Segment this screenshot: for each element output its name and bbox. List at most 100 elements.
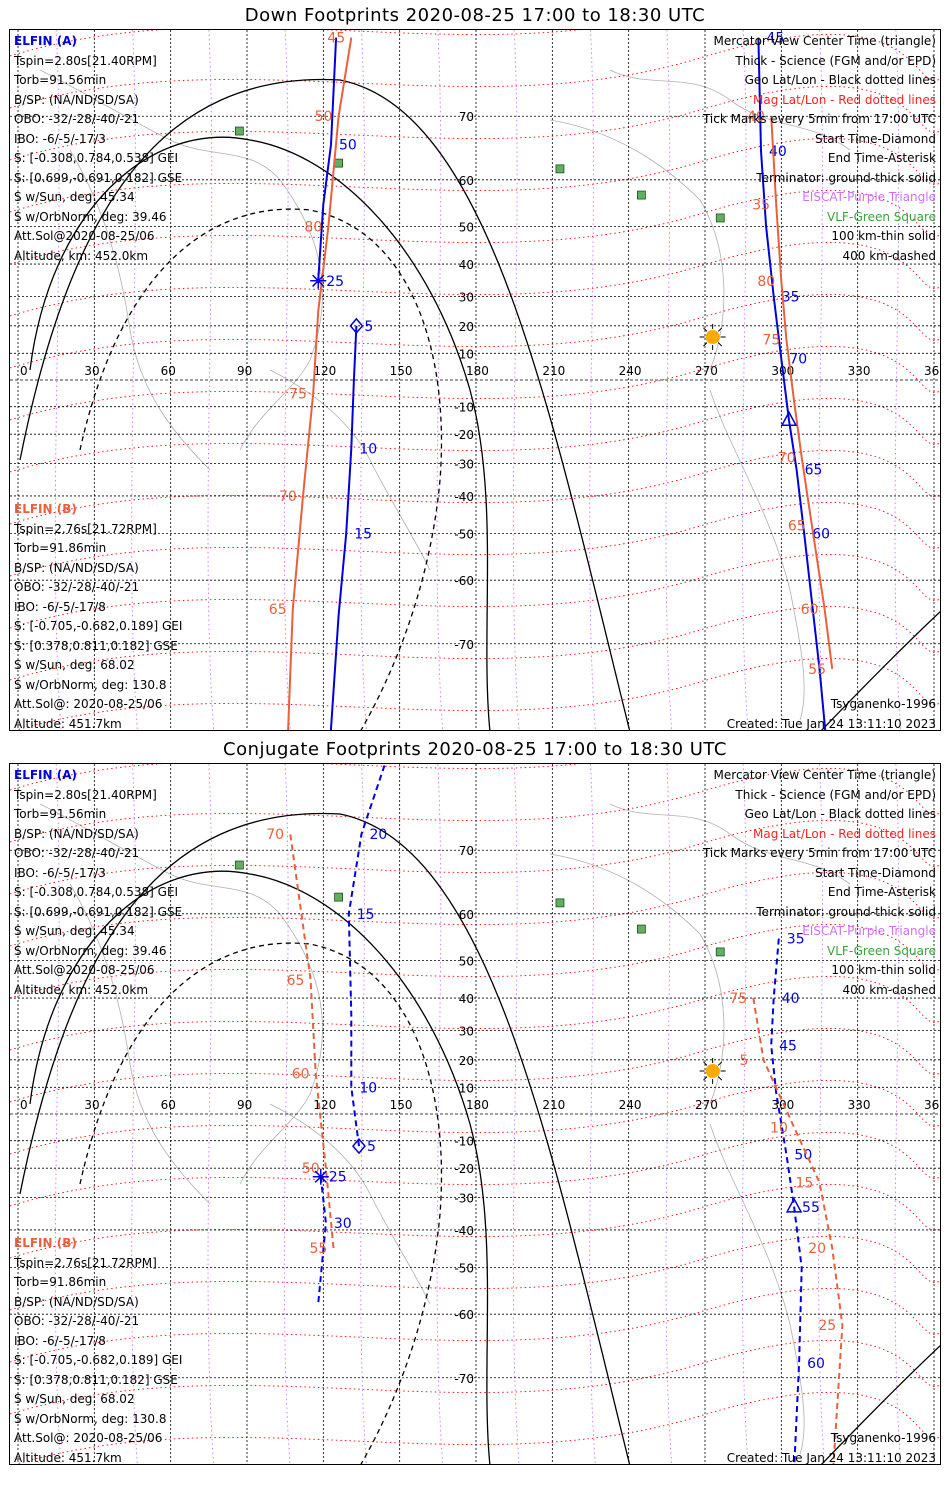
conj-legend-start-time: Start Time-Diamond bbox=[814, 865, 936, 880]
mag-meridian bbox=[283, 764, 291, 1464]
track-tick-label: 55 bbox=[808, 662, 826, 678]
elfin-b-track: 60 65 70 75 80 50 45 40 35 80 75 70 65 60 55 bbox=[269, 31, 834, 730]
vlf-square-icon bbox=[636, 190, 646, 200]
mag-lat-line bbox=[10, 605, 940, 681]
sun-ray bbox=[703, 342, 708, 347]
conj-elfin-a-tspin: Tspin=2.80s[21.40RPM] bbox=[14, 787, 157, 802]
coastline-segment bbox=[609, 803, 851, 885]
track-tick-label: 80 bbox=[757, 274, 775, 290]
lon-tick-label: 180 bbox=[466, 1098, 489, 1112]
elfin-a-altitude: Altitude, km: 452.0km bbox=[14, 248, 149, 263]
mag-lat-line bbox=[10, 345, 940, 421]
footer: Tsyganenko-1996 Created: Tue Jan 24 13:1… bbox=[727, 695, 936, 730]
mag-meridian bbox=[436, 764, 444, 1464]
footprint-track bbox=[752, 997, 844, 1464]
lon-tick-label: 90 bbox=[237, 364, 252, 378]
mag-lat-line bbox=[10, 1183, 940, 1259]
track-tick-label: 80 bbox=[304, 219, 322, 235]
terminator-100km bbox=[29, 136, 491, 730]
lon-tick-label: 30 bbox=[84, 1098, 99, 1112]
start-diamond-icon bbox=[351, 1137, 366, 1155]
track-tick-label: 70 bbox=[778, 450, 796, 466]
lon-tick-label: 180 bbox=[466, 364, 489, 378]
mag-meridian bbox=[741, 764, 749, 1464]
terminator-ground bbox=[19, 812, 631, 1464]
mag-lat-line bbox=[10, 871, 940, 947]
terminator-ground bbox=[19, 78, 631, 730]
lon-tick-label: 360 bbox=[924, 1098, 941, 1112]
mag-meridian bbox=[665, 30, 673, 730]
lat-tick-label: 50 bbox=[459, 220, 474, 234]
lat-tick-label: -60 bbox=[454, 574, 474, 588]
track-tick-label: 60 bbox=[292, 1067, 310, 1083]
asterisk-stroke bbox=[312, 274, 325, 287]
lon-tick-label: 60 bbox=[161, 364, 176, 378]
lat-tick-label: 70 bbox=[459, 110, 474, 124]
track-tick-label: 75 bbox=[729, 991, 747, 1007]
lon-tick-label: 330 bbox=[848, 364, 871, 378]
lon-tick-label: 120 bbox=[313, 1098, 336, 1112]
mag-meridian bbox=[360, 764, 367, 1464]
track-tick-label: 65 bbox=[802, 1463, 820, 1465]
elfin-b-s-orbnorm: S w/OrbNorm, deg: 130.8 bbox=[14, 677, 167, 692]
sun-disc bbox=[705, 329, 720, 344]
legend-vlf: VLF-Green Square bbox=[827, 209, 936, 224]
track-tick-label: 30 bbox=[334, 1216, 352, 1232]
track-tick-label: 15 bbox=[357, 907, 375, 923]
legend-mag-grid: Mag Lat/Lon - Red dotted lines bbox=[752, 92, 936, 107]
lat-tick-label: -30 bbox=[454, 457, 474, 471]
footprint-track bbox=[347, 764, 387, 1147]
vlf-square-icon bbox=[334, 158, 344, 168]
coastline-segment bbox=[69, 883, 211, 1205]
lat-tick-label: 20 bbox=[459, 320, 474, 334]
coastline-segment bbox=[69, 149, 211, 471]
lat-tick-label: 60 bbox=[459, 174, 474, 188]
legend-start-time: Start Time-Diamond bbox=[814, 131, 936, 146]
conj-legend-mag-grid: Mag Lat/Lon - Red dotted lines bbox=[752, 826, 936, 841]
mag-meridian bbox=[589, 764, 596, 1464]
lat-tick-label: 20 bbox=[459, 1054, 474, 1068]
track-tick-label: 55 bbox=[802, 1200, 820, 1216]
vlf-square-icon bbox=[555, 898, 565, 908]
conj-elfin-b-s-gse: S: [0.378,0.811,0.182] GSE bbox=[14, 1372, 178, 1387]
footprint-track bbox=[317, 37, 338, 281]
asterisk-stroke bbox=[314, 1170, 327, 1183]
track-tick-label: 65 bbox=[287, 973, 305, 989]
mag-lat-line bbox=[15, 1391, 940, 1464]
track-tick-label: 40 bbox=[747, 109, 765, 125]
map-base: 0 30 60 90 120 150 180 210 240 270 300 330 360 70 60 50… bbox=[10, 764, 941, 1464]
track-tick-label: 25 bbox=[818, 1318, 836, 1334]
sun-disc bbox=[705, 1063, 720, 1078]
elfin-b-track: 55 50 60 65 70 75 5 10 15 20 25 30 bbox=[266, 827, 844, 1464]
mag-lat-line bbox=[10, 293, 940, 369]
terminator-400km bbox=[79, 208, 443, 730]
coastline-segment bbox=[549, 853, 725, 1105]
legend: Mercator View Center Time (triangle) Thi… bbox=[703, 32, 936, 266]
mag-lat-line bbox=[10, 819, 940, 895]
lon-tick-label: 240 bbox=[619, 364, 642, 378]
track-tick-label: 70 bbox=[266, 827, 284, 843]
track-tick-label: 60 bbox=[801, 602, 819, 618]
conj-elfin-a-bsp: B/SP: (NA/ND/SD/SA) bbox=[14, 826, 139, 841]
coastlines bbox=[39, 69, 851, 721]
mag-lat-line bbox=[10, 397, 940, 473]
footprint-track bbox=[329, 325, 358, 730]
mag-meridian bbox=[818, 30, 825, 730]
footprint-track bbox=[287, 37, 353, 730]
lat-tick-label: 30 bbox=[459, 291, 474, 305]
track-tick-label: 55 bbox=[310, 1241, 328, 1257]
lon-tick-label: 300 bbox=[771, 1098, 794, 1112]
track-tick-label: 5 bbox=[364, 319, 373, 335]
mag-lat-line bbox=[10, 85, 940, 161]
sun-ray bbox=[717, 1076, 723, 1081]
elfin-b-s-gse: S: [0.378,0.811,0.182] GSE bbox=[14, 638, 178, 653]
mag-meridian bbox=[360, 30, 367, 730]
track-tick-label: 75 bbox=[762, 333, 780, 349]
track-tick-label: 5 bbox=[367, 1139, 376, 1155]
elfin-a-torb: Torb=91.56min bbox=[14, 73, 107, 87]
conj-legend-eiscat: EISCAT-Purple Triangle bbox=[802, 924, 936, 938]
view-center-triangle-icon bbox=[785, 1197, 803, 1213]
terminator-100km bbox=[29, 870, 491, 1464]
track-tick-label: 65 bbox=[788, 519, 806, 535]
lon-tick-label: 90 bbox=[237, 1098, 252, 1112]
